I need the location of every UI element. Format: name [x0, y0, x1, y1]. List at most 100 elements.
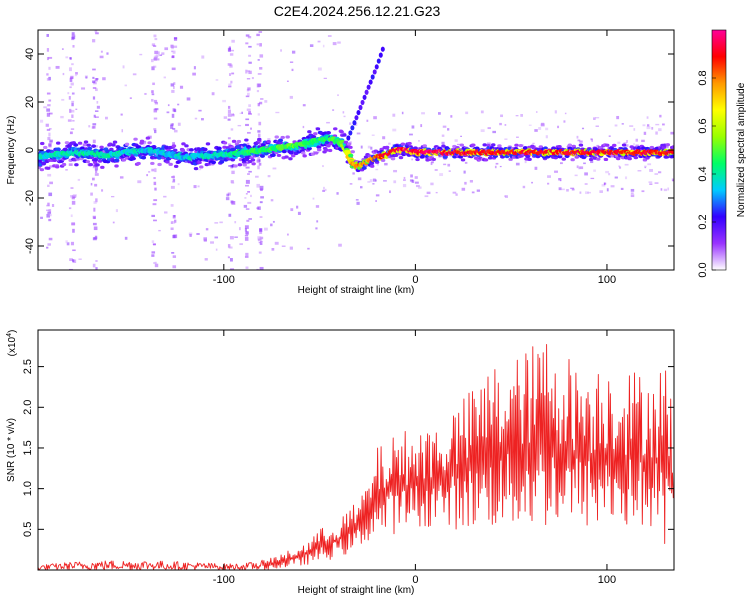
noise-speckle-67 [383, 180, 387, 182]
ridge-point-1680 [518, 143, 524, 148]
noise-speckle-45 [504, 124, 507, 126]
ridge-point-944 [307, 130, 312, 134]
noise-speckle-41 [94, 145, 99, 148]
noise-streak-5-20 [227, 137, 231, 140]
noise-streak-7-18 [256, 33, 260, 37]
noise-speckle-403 [590, 138, 593, 141]
noise-speckle-230 [164, 47, 169, 51]
noise-streak-7-7 [256, 83, 260, 88]
noise-streak-4-10 [172, 215, 176, 219]
noise-speckle-247 [280, 49, 282, 52]
noise-streak-0-5 [49, 181, 53, 185]
noise-speckle-211 [72, 194, 77, 197]
noise-speckle-139 [259, 67, 263, 70]
noise-speckle-277 [520, 114, 523, 117]
noise-speckle-362 [402, 183, 407, 188]
ridge-point-880 [288, 157, 293, 161]
chirp-point-16 [378, 52, 383, 58]
noise-speckle-416 [313, 151, 315, 154]
noise-streak-6-19 [248, 54, 252, 57]
noise-speckle-352 [228, 83, 232, 87]
snr-y-tick-label-1: 1.0 [22, 481, 34, 496]
noise-streak-2-10 [94, 235, 98, 238]
noise-streak-0-27 [48, 218, 52, 222]
noise-speckle-306 [143, 140, 147, 144]
noise-speckle-439 [357, 177, 362, 181]
noise-streak-3-10 [152, 82, 155, 86]
noise-streak-7-8 [256, 159, 260, 163]
noise-streak-1-4 [72, 228, 75, 233]
ridge-point-1980 [604, 143, 610, 147]
noise-speckle-159 [476, 189, 480, 192]
ridge-point-1020 [328, 142, 334, 146]
noise-speckle-175 [122, 65, 125, 69]
ridge-point-641 [219, 160, 225, 164]
ridge-point-1176 [373, 149, 379, 153]
noise-streak-6-8 [244, 228, 247, 232]
noise-speckle-110 [559, 179, 562, 182]
noise-speckle-397 [237, 124, 242, 127]
ridge-point-452 [165, 160, 170, 164]
noise-streak-3-27 [153, 45, 157, 47]
noise-speckle-36 [411, 158, 413, 161]
chirp-point-14 [374, 64, 379, 70]
noise-speckle-347 [129, 97, 132, 99]
noise-speckle-412 [264, 227, 268, 231]
ridge-point-516 [184, 144, 189, 148]
noise-streak-3-21 [151, 214, 155, 218]
noise-speckle-266 [576, 165, 579, 169]
noise-speckle-395 [166, 111, 170, 114]
noise-streak-7-26 [259, 231, 263, 234]
ridge-point-748 [250, 158, 256, 162]
noise-streak-5-0 [230, 180, 234, 184]
snr-x-tick-label-1: 0 [412, 574, 418, 586]
ridge-point-333 [130, 156, 136, 161]
noise-streak-7-4 [259, 43, 262, 47]
noise-streak-1-6 [71, 196, 75, 200]
chirp-point-10 [366, 84, 371, 90]
noise-streak-7-39 [259, 201, 263, 204]
snr-axes: -100 0 100 0.5 1.0 1.5 2.0 2.5 [22, 330, 674, 586]
ridge-point-700 [236, 139, 242, 144]
chirp-point-4 [354, 115, 359, 121]
noise-speckle-393 [55, 65, 60, 69]
noise-speckle-39 [635, 144, 639, 148]
noise-streak-4-38 [172, 128, 176, 130]
noise-speckle-236 [579, 140, 583, 143]
noise-speckle-444 [124, 84, 128, 87]
noise-speckle-257 [558, 187, 562, 191]
noise-streak-5-39 [230, 268, 235, 270]
noise-speckle-125 [447, 128, 450, 131]
noise-speckle-432 [289, 95, 293, 99]
chirp-point-17 [380, 46, 385, 52]
noise-speckle-111 [663, 188, 668, 192]
noise-streak-2-37 [95, 32, 99, 35]
noise-streak-6-6 [246, 70, 250, 73]
noise-speckle-367 [504, 195, 507, 197]
ridge-point-868 [285, 135, 290, 139]
noise-streak-3-19 [153, 56, 158, 61]
noise-streak-7-2 [258, 31, 263, 33]
noise-streak-1-14 [72, 119, 75, 122]
ridge-point-1292 [407, 141, 412, 146]
ridge-point-216 [97, 159, 103, 163]
noise-speckle-243 [349, 183, 353, 185]
noise-streak-2-7 [94, 166, 98, 171]
ridge-point-157 [79, 146, 85, 150]
noise-streak-0-11 [47, 173, 52, 177]
noise-speckle-382 [624, 144, 629, 147]
ridge-point-1860 [570, 158, 575, 162]
noise-speckle-315 [139, 53, 143, 56]
noise-streak-6-13 [246, 142, 250, 146]
noise-speckle-434 [88, 125, 91, 128]
noise-speckle-446 [71, 92, 75, 95]
noise-speckle-155 [614, 176, 618, 179]
noise-speckle-303 [179, 85, 184, 89]
noise-speckle-313 [415, 184, 420, 188]
noise-speckle-425 [317, 67, 322, 71]
noise-speckle-75 [264, 100, 268, 103]
noise-streak-3-18 [154, 50, 159, 55]
noise-streak-2-26 [93, 226, 98, 231]
noise-speckle-336 [251, 77, 254, 80]
noise-speckle-192 [392, 128, 397, 132]
